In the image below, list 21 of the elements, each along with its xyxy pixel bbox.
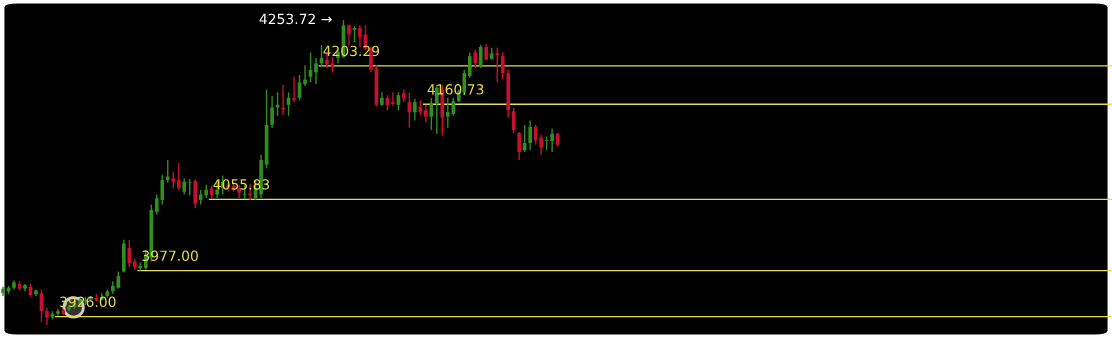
candlestick xyxy=(500,51,505,81)
candlestick xyxy=(193,178,198,209)
candlestick xyxy=(391,91,395,107)
candlestick xyxy=(270,95,274,129)
candlestick xyxy=(478,44,483,69)
candlestick xyxy=(347,23,351,46)
candlestick xyxy=(275,91,280,117)
candlestick xyxy=(303,64,307,87)
candlestick xyxy=(528,119,532,151)
annotation: 4253.72 → xyxy=(259,13,332,25)
candlestick xyxy=(550,127,554,153)
candlestick xyxy=(495,47,500,83)
candlestick xyxy=(517,131,521,161)
candlestick xyxy=(176,162,181,191)
candlestick xyxy=(413,98,417,122)
candlestick xyxy=(165,159,170,184)
candlestick xyxy=(539,134,543,156)
candlestick xyxy=(467,51,472,79)
candlestick xyxy=(511,106,516,134)
candlestick xyxy=(473,48,478,69)
candlestick xyxy=(314,57,318,85)
